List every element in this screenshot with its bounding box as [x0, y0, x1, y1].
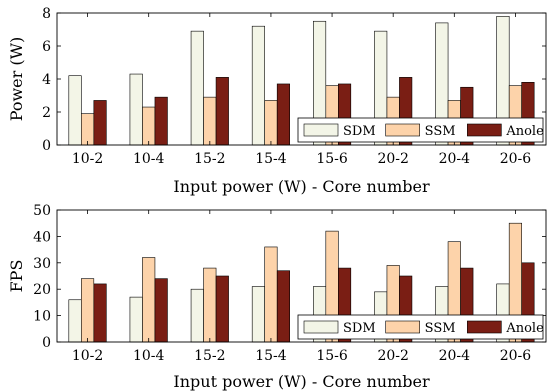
x-tick-label: 15-6 — [316, 348, 348, 364]
legend-swatch-anole — [467, 320, 502, 334]
bar-sdm-15-2 — [190, 30, 204, 146]
legend-label-ssm: SSM — [425, 321, 456, 336]
legend-swatch-sdm — [303, 123, 339, 137]
x-tick-label: 10-2 — [72, 348, 103, 364]
y-tick-label: 0 — [42, 335, 51, 351]
x-tick-label: 10-2 — [72, 151, 103, 167]
bar-anole-10-2 — [93, 283, 107, 343]
bar-ssm-10-4 — [142, 257, 156, 343]
y-tick-label: 40 — [33, 229, 51, 245]
bar-ssm-15-2 — [203, 96, 217, 146]
bar-anole-10-4 — [154, 278, 168, 343]
bar-sdm-15-2 — [190, 288, 204, 343]
legend-swatch-anole — [467, 123, 502, 137]
x-tick-label: 20-4 — [439, 151, 471, 167]
plot-frame — [56, 209, 547, 343]
bar-anole-10-2 — [93, 100, 107, 146]
bar-anole-15-4 — [276, 83, 290, 146]
legend-label-ssm: SSM — [425, 124, 456, 139]
legend-label-anole: Anole — [505, 321, 544, 336]
bar-sdm-15-4 — [251, 25, 265, 146]
y-axis-label: Power (W) — [7, 37, 26, 122]
bar-sdm-15-4 — [251, 286, 265, 343]
legend-label-sdm: SDM — [343, 321, 376, 336]
x-tick-label: 20-2 — [377, 348, 408, 364]
bar-ssm-15-4 — [264, 100, 278, 146]
bar-sdm-10-2 — [68, 75, 82, 146]
bar-anole-15-2 — [215, 77, 229, 146]
legend-swatch-sdm — [303, 320, 339, 334]
legend-box — [297, 117, 544, 143]
bar-ssm-10-2 — [81, 278, 95, 343]
y-tick-label: 4 — [42, 72, 51, 88]
legend-label-sdm: SDM — [343, 124, 376, 139]
x-tick-label: 15-2 — [194, 151, 225, 167]
legend: SDM SSM Anole — [297, 117, 544, 143]
legend-swatch-ssm — [385, 123, 420, 137]
bar-sdm-10-4 — [129, 73, 143, 146]
x-tick-label: 10-4 — [133, 151, 165, 167]
bar-ssm-15-4 — [264, 246, 278, 343]
bar-sdm-10-2 — [68, 299, 82, 343]
bar-anole-15-2 — [215, 275, 229, 343]
y-tick-label: 30 — [33, 256, 51, 272]
legend: SDM SSM Anole — [297, 314, 544, 340]
x-tick-label: 20-6 — [500, 348, 532, 364]
chart-1: 0 2 4 6 8 10-2 10-4 15-2 15-4 15-6 20-2 20-4 20-6 Inp… — [7, 6, 547, 196]
y-tick-label: 2 — [42, 105, 51, 121]
y-tick-label: 0 — [42, 138, 51, 154]
x-axis-label: Input power (W) - Core number — [173, 177, 430, 196]
bar-anole-15-4 — [276, 270, 290, 343]
bar-sdm-10-4 — [129, 296, 143, 343]
bar-ssm-10-4 — [142, 106, 156, 146]
y-tick-label: 20 — [33, 282, 51, 298]
bar-ssm-10-2 — [81, 113, 95, 146]
y-tick-label: 50 — [33, 203, 51, 219]
legend-swatch-ssm — [385, 320, 420, 334]
y-tick-label: 10 — [33, 309, 51, 325]
y-axis-label: FPS — [7, 260, 26, 293]
bar-ssm-15-2 — [203, 267, 217, 343]
x-tick-label: 15-4 — [255, 348, 287, 364]
x-tick-label: 20-2 — [377, 151, 408, 167]
legend-label-anole: Anole — [505, 124, 544, 139]
legend-box — [297, 314, 544, 340]
y-tick-label: 8 — [42, 6, 51, 22]
x-axis-label: Input power (W) - Core number — [173, 372, 430, 391]
x-tick-label: 10-4 — [133, 348, 165, 364]
x-tick-label: 15-6 — [316, 151, 348, 167]
chart-2: 0 10 20 30 40 50 10-2 10-4 15-2 15-4 15-6 20-2 20-4 2… — [7, 203, 547, 391]
x-tick-label: 15-2 — [194, 348, 225, 364]
x-tick-label: 20-6 — [500, 151, 532, 167]
x-tick-label: 20-4 — [439, 348, 471, 364]
bar-anole-10-4 — [154, 96, 168, 146]
y-tick-label: 6 — [42, 39, 51, 55]
x-tick-label: 15-4 — [255, 151, 287, 167]
